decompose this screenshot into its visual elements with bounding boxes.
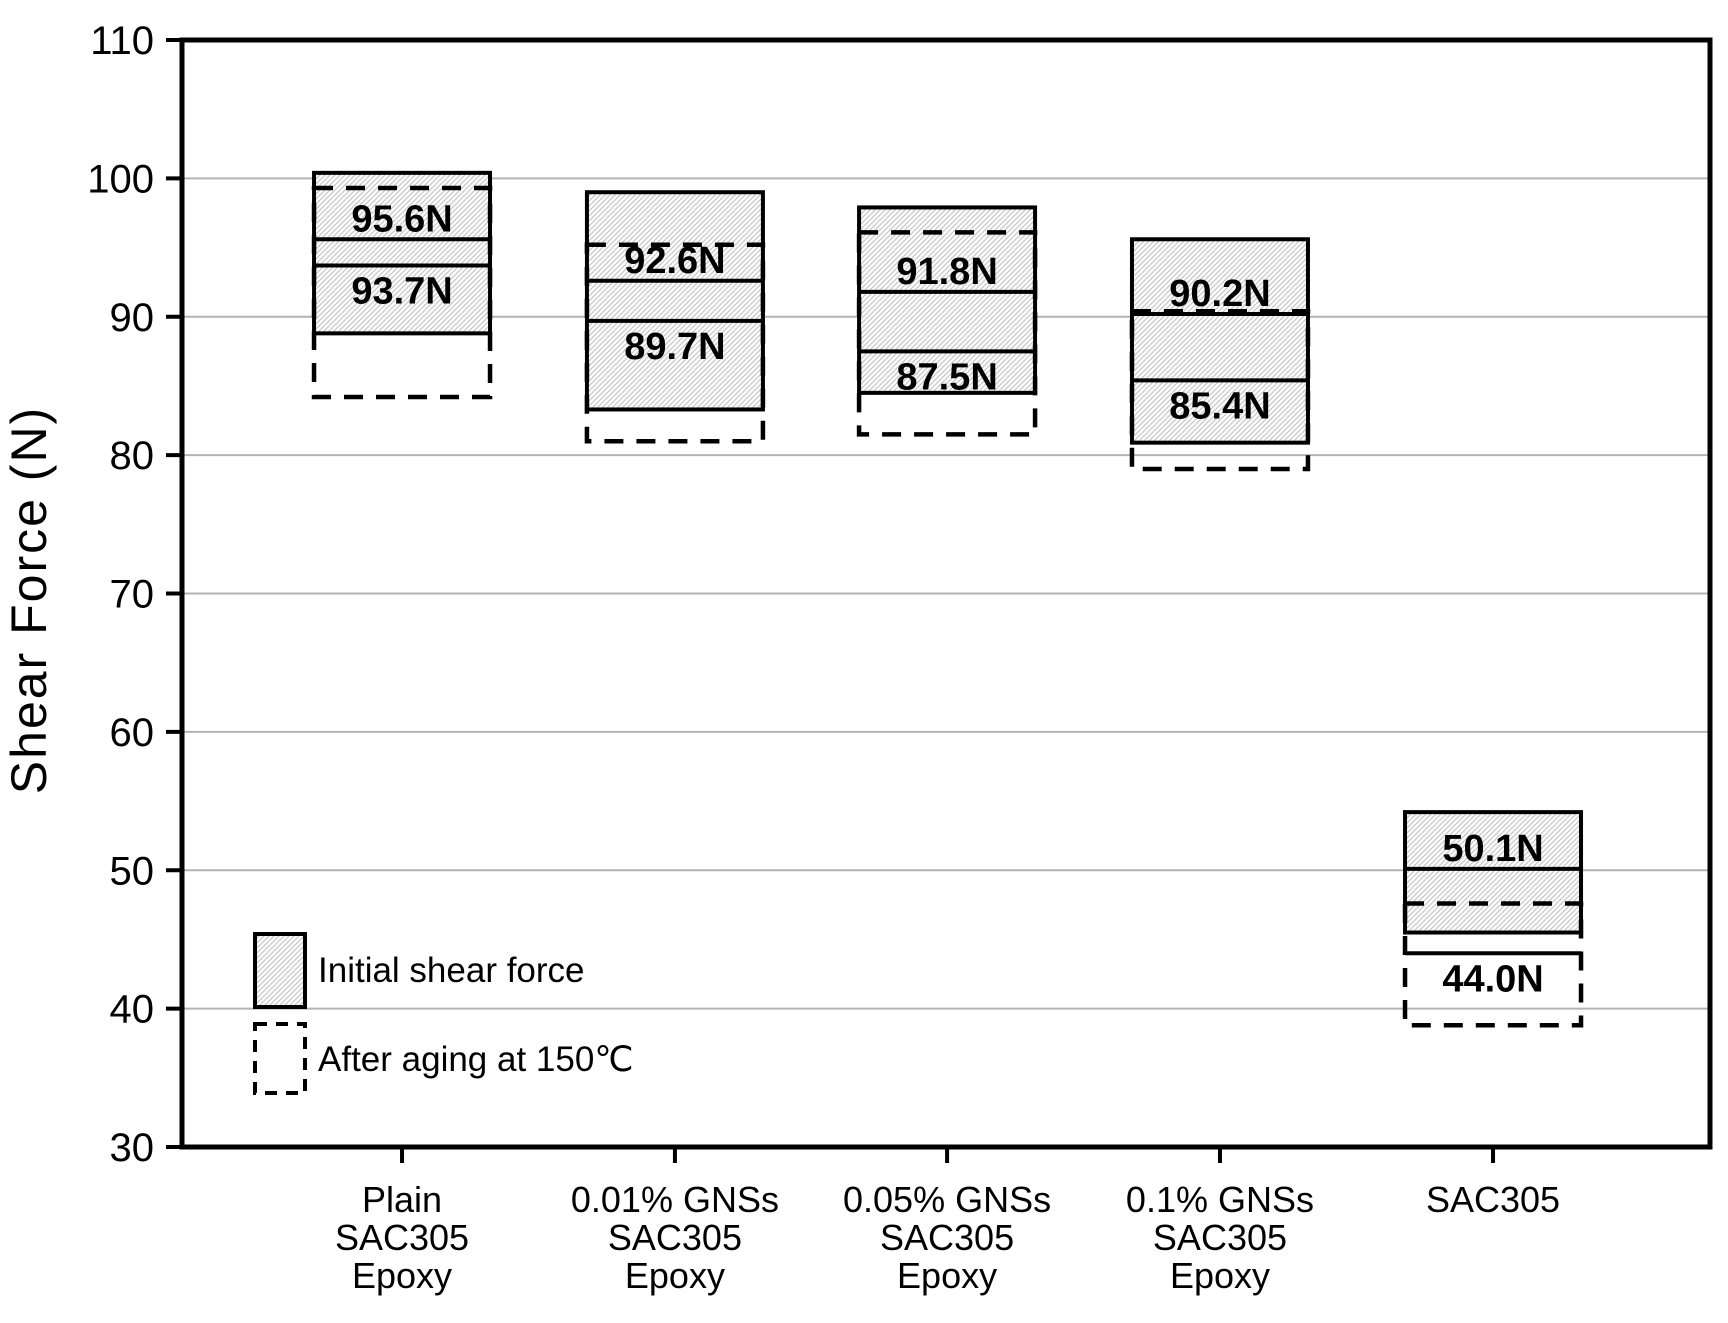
legend-initial-swatch	[253, 932, 307, 1009]
legend-aged-label: After aging at 150℃	[318, 1040, 634, 1079]
aged-box	[1402, 901, 1584, 1028]
initial-mean-label: 92.6N	[624, 240, 725, 282]
x-category-label: 0.01% GNSs	[571, 1179, 779, 1220]
x-category-label: Plain	[362, 1179, 442, 1220]
initial-box	[584, 190, 765, 412]
x-category-label: SAC305	[1153, 1217, 1287, 1258]
y-tick-label: 80	[110, 434, 155, 478]
x-category-label: Epoxy	[352, 1255, 452, 1296]
x-category-label: SAC305	[335, 1217, 469, 1258]
aged-box	[856, 230, 1038, 437]
initial-box	[857, 205, 1038, 395]
x-category-label: 0.1% GNSs	[1126, 1179, 1314, 1220]
x-category-label: SAC305	[880, 1217, 1014, 1258]
legend-aged-swatch	[253, 1022, 307, 1095]
aged-box	[584, 242, 766, 444]
initial-mean-label: 91.8N	[896, 251, 997, 293]
y-tick-label: 60	[110, 711, 155, 755]
x-category-label: SAC305	[608, 1217, 742, 1258]
y-tick-label: 110	[90, 19, 154, 63]
initial-mean-label: 95.6N	[351, 198, 452, 240]
y-tick-label: 70	[110, 573, 155, 617]
aged-box	[1129, 308, 1311, 472]
legend-initial-label: Initial shear force	[318, 951, 585, 990]
y-tick-label: 40	[110, 988, 155, 1032]
aged-mean-label: 44.0N	[1442, 958, 1543, 1000]
y-tick-label: 90	[110, 296, 155, 340]
x-category-label: 0.05% GNSs	[843, 1179, 1051, 1220]
x-category-label: Epoxy	[897, 1255, 997, 1296]
x-category-label: Epoxy	[625, 1255, 725, 1296]
aged-mean-label: 85.4N	[1169, 385, 1270, 427]
x-category-label: SAC305	[1426, 1179, 1560, 1220]
aged-mean-label: 89.7N	[624, 326, 725, 368]
y-tick-label: 30	[110, 1126, 155, 1170]
initial-box	[1403, 810, 1584, 935]
y-axis-title: Shear Force (N)	[1, 406, 57, 794]
aged-mean-label: 93.7N	[351, 271, 452, 313]
y-tick-label: 100	[87, 157, 154, 201]
initial-mean-label: 90.2N	[1169, 273, 1270, 315]
x-category-label: Epoxy	[1170, 1255, 1270, 1296]
aged-mean-label: 87.5N	[896, 356, 997, 398]
y-tick-label: 50	[110, 849, 155, 893]
initial-mean-label: 50.1N	[1442, 828, 1543, 870]
